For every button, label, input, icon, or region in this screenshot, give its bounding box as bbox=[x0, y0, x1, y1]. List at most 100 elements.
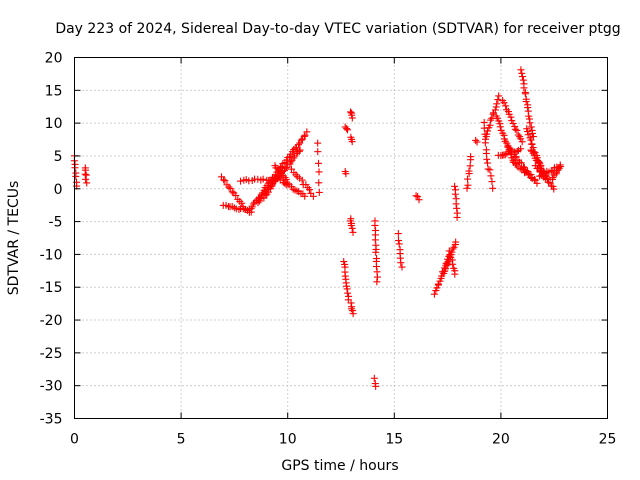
y-tick-label: -20 bbox=[40, 313, 63, 329]
data-point bbox=[347, 305, 355, 313]
data-point bbox=[509, 119, 517, 127]
data-point bbox=[293, 187, 301, 195]
data-point bbox=[250, 200, 258, 208]
y-tick-label: -35 bbox=[40, 412, 63, 428]
y-tick-label: -5 bbox=[49, 215, 63, 231]
data-point bbox=[295, 147, 303, 155]
data-point bbox=[527, 123, 535, 131]
data-point bbox=[430, 290, 438, 298]
data-point bbox=[238, 199, 246, 207]
data-point bbox=[449, 260, 457, 268]
data-point bbox=[220, 176, 228, 184]
data-point bbox=[544, 178, 552, 186]
data-point bbox=[452, 238, 460, 246]
data-point bbox=[349, 310, 357, 318]
data-point bbox=[530, 175, 538, 183]
data-point bbox=[83, 179, 91, 187]
data-point bbox=[521, 169, 529, 177]
data-point bbox=[464, 175, 472, 183]
data-point bbox=[225, 183, 233, 191]
chart-title: Day 223 of 2024, Sidereal Day-to-day VTE… bbox=[55, 21, 620, 37]
data-point bbox=[295, 141, 303, 149]
data-point bbox=[524, 128, 532, 136]
data-point bbox=[315, 179, 323, 187]
data-point bbox=[518, 69, 526, 77]
data-point bbox=[72, 172, 80, 180]
y-tick-label: 20 bbox=[45, 51, 63, 67]
x-tick-labels: 0 5 10 15 20 25 bbox=[70, 432, 616, 448]
x-axis-label: GPS time / hours bbox=[281, 458, 398, 474]
data-point bbox=[555, 165, 563, 173]
x-tick-label: 5 bbox=[177, 432, 186, 448]
data-point bbox=[519, 76, 527, 84]
data-point bbox=[451, 190, 459, 198]
data-point bbox=[373, 273, 381, 281]
data-point bbox=[344, 289, 352, 297]
data-point bbox=[484, 165, 492, 173]
axis-ticks bbox=[74, 57, 608, 419]
data-point bbox=[492, 103, 500, 111]
plot-frame bbox=[74, 57, 608, 419]
y-axis-label: SDTVAR / TECUs bbox=[6, 181, 22, 296]
data-point bbox=[412, 192, 420, 200]
data-point bbox=[451, 182, 459, 190]
data-point bbox=[481, 139, 489, 147]
data-point bbox=[484, 127, 492, 135]
data-point bbox=[433, 284, 441, 292]
x-tick-label: 15 bbox=[385, 432, 403, 448]
data-point bbox=[514, 131, 522, 139]
data-point bbox=[314, 148, 322, 156]
data-point bbox=[518, 73, 526, 81]
data-point bbox=[303, 128, 311, 136]
data-point bbox=[434, 280, 442, 288]
data-point bbox=[528, 129, 536, 137]
data-point bbox=[526, 119, 534, 127]
data-point bbox=[505, 144, 513, 152]
data-point bbox=[527, 174, 535, 182]
data-point bbox=[348, 224, 356, 232]
data-point bbox=[483, 130, 491, 138]
data-point bbox=[496, 123, 504, 131]
data-point bbox=[305, 186, 313, 194]
data-point bbox=[297, 136, 305, 144]
data-point bbox=[463, 184, 471, 192]
data-point bbox=[372, 382, 380, 390]
data-point bbox=[486, 166, 494, 174]
data-point bbox=[487, 172, 495, 180]
data-point bbox=[528, 140, 536, 148]
data-point bbox=[315, 168, 323, 176]
data-point bbox=[494, 96, 502, 104]
data-point bbox=[82, 171, 90, 179]
data-point bbox=[315, 159, 323, 167]
data-point bbox=[453, 204, 461, 212]
data-point bbox=[298, 176, 306, 184]
data-point bbox=[524, 131, 532, 139]
data-point bbox=[372, 263, 380, 271]
y-tick-label: 10 bbox=[45, 116, 63, 132]
data-point bbox=[483, 155, 491, 163]
data-point bbox=[347, 108, 355, 116]
data-point bbox=[281, 165, 289, 173]
y-tick-label: -30 bbox=[40, 379, 63, 395]
data-point bbox=[314, 139, 322, 147]
data-point bbox=[546, 179, 554, 187]
grid-lines bbox=[74, 57, 608, 419]
data-point bbox=[370, 374, 378, 382]
y-tick-label: 0 bbox=[54, 182, 63, 198]
data-point bbox=[453, 213, 461, 221]
data-point bbox=[486, 121, 494, 129]
x-tick-label: 10 bbox=[279, 432, 297, 448]
data-point bbox=[465, 167, 473, 175]
data-point bbox=[372, 248, 380, 256]
data-point bbox=[522, 98, 530, 106]
data-point bbox=[502, 102, 510, 110]
data-point bbox=[500, 99, 508, 107]
data-point bbox=[395, 240, 403, 248]
data-point bbox=[484, 159, 492, 167]
data-point bbox=[449, 245, 457, 253]
data-point bbox=[82, 175, 90, 183]
data-point bbox=[259, 175, 267, 183]
data-point bbox=[248, 203, 256, 211]
data-point bbox=[309, 192, 317, 200]
